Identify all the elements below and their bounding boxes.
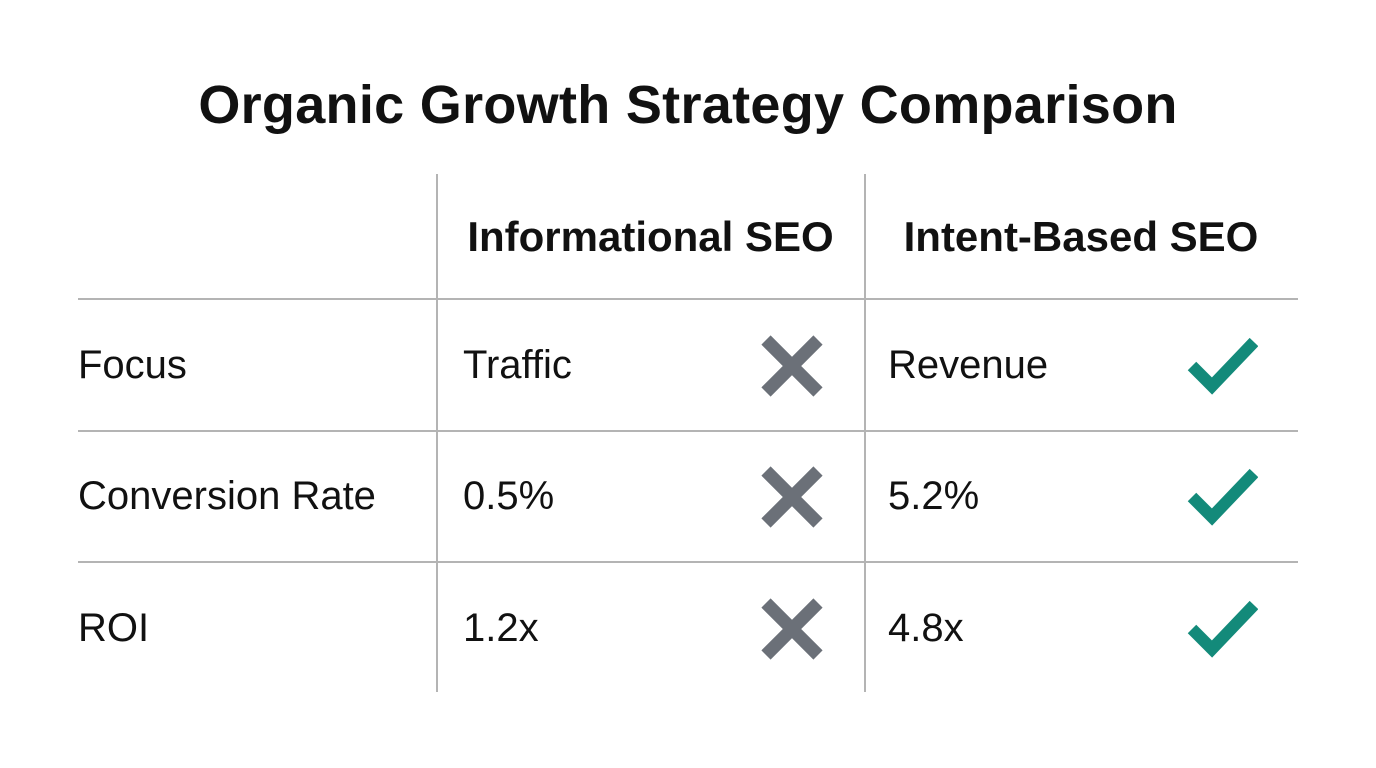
- table-row-roi: ROI 1.2x 4.8x: [0, 563, 1376, 693]
- table-row-conversion-rate: Conversion Rate 0.5% 5.2%: [0, 431, 1376, 561]
- cross-icon: [761, 466, 823, 528]
- column-divider-2: [864, 174, 866, 692]
- intent-value: 4.8x: [888, 606, 964, 650]
- row-label: Focus: [78, 343, 187, 387]
- column-header-informational-seo: Informational SEO: [467, 213, 834, 260]
- table-row-focus: Focus Traffic Revenue: [0, 300, 1376, 430]
- intent-value: Revenue: [888, 343, 1049, 387]
- check-icon: [1187, 337, 1258, 395]
- check-icon: [1187, 600, 1258, 658]
- column-header-intent-based-seo: Intent-Based SEO: [903, 213, 1259, 260]
- row-divider-2: [78, 561, 1298, 563]
- informational-value: 0.5%: [463, 474, 555, 518]
- header-divider: [78, 298, 1298, 300]
- informational-value: Traffic: [463, 343, 572, 387]
- chart-title: Organic Growth Strategy Comparison: [198, 75, 1178, 135]
- cross-icon: [761, 335, 823, 397]
- intent-value: 5.2%: [888, 474, 980, 518]
- row-label: ROI: [78, 606, 150, 650]
- column-divider-1: [436, 174, 438, 692]
- row-divider-1: [78, 430, 1298, 432]
- informational-value: 1.2x: [463, 606, 539, 650]
- check-icon: [1187, 468, 1258, 526]
- row-label: Conversion Rate: [78, 474, 376, 518]
- cross-icon: [761, 598, 823, 660]
